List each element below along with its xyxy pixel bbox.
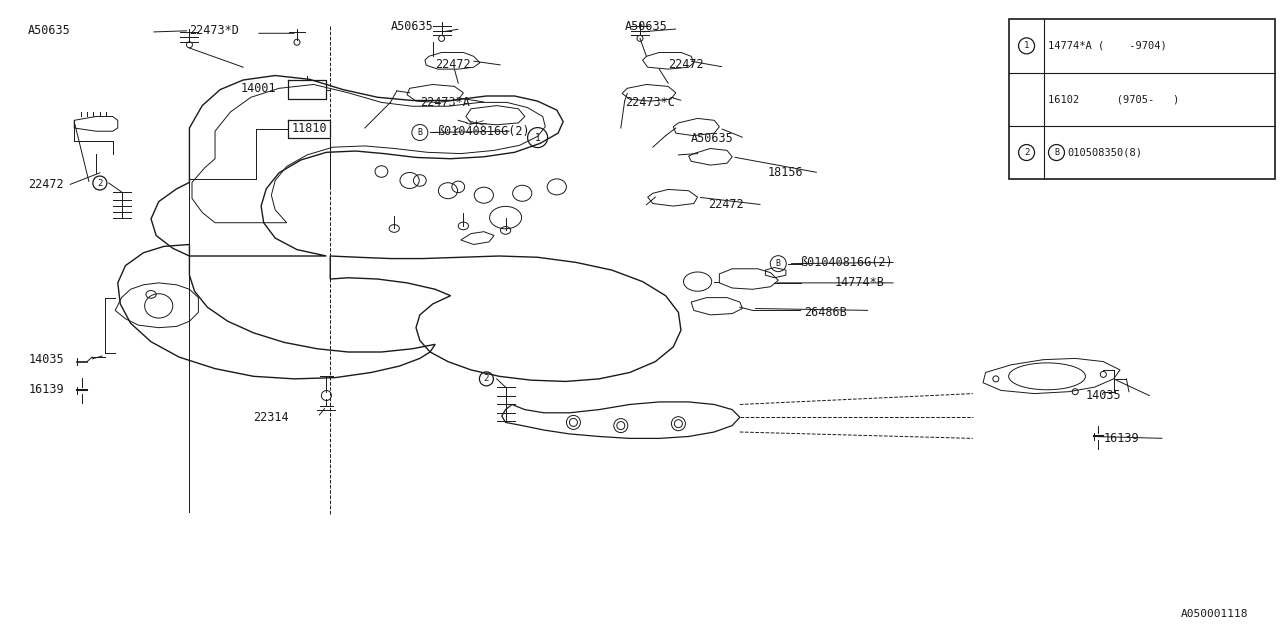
Text: 2: 2	[1024, 148, 1029, 157]
Text: 22472: 22472	[435, 58, 471, 70]
Text: B: B	[417, 128, 422, 137]
Text: 1: 1	[1024, 42, 1029, 51]
Circle shape	[187, 42, 192, 48]
Text: 16102      (9705-   ): 16102 (9705- )	[1048, 94, 1180, 104]
Text: A50635: A50635	[625, 20, 667, 33]
Text: ß01040816G(2): ß01040816G(2)	[438, 125, 530, 138]
Text: A050001118: A050001118	[1180, 609, 1248, 620]
Text: A50635: A50635	[28, 24, 70, 37]
Text: 14035: 14035	[1085, 389, 1121, 402]
Text: 14035: 14035	[28, 353, 64, 366]
Bar	[1009, 19, 1275, 179]
Text: 1: 1	[535, 132, 540, 143]
Circle shape	[294, 39, 300, 45]
Text: 2: 2	[484, 374, 489, 383]
Text: 16139: 16139	[1103, 432, 1139, 445]
Text: 22472: 22472	[708, 198, 744, 211]
Text: 2: 2	[97, 179, 102, 188]
Circle shape	[637, 35, 643, 42]
Text: A50635: A50635	[691, 132, 733, 145]
Text: 14001: 14001	[241, 82, 276, 95]
Text: B: B	[776, 259, 781, 268]
Text: A50635: A50635	[390, 20, 433, 33]
Text: 22473*D: 22473*D	[189, 24, 239, 37]
Text: 22472: 22472	[28, 178, 64, 191]
Text: 14774*B: 14774*B	[835, 276, 884, 289]
Text: 18156: 18156	[768, 166, 804, 179]
Circle shape	[439, 35, 444, 42]
Text: 14774*A (    -9704): 14774*A ( -9704)	[1048, 41, 1167, 51]
Text: 010508350(8): 010508350(8)	[1068, 148, 1143, 157]
Text: B: B	[1053, 148, 1059, 157]
Text: 22473*C: 22473*C	[625, 96, 675, 109]
Text: 16139: 16139	[28, 383, 64, 396]
Text: 11810: 11810	[292, 122, 328, 134]
Text: 26486B: 26486B	[804, 306, 846, 319]
Text: 22472: 22472	[668, 58, 704, 70]
Text: 22473*A: 22473*A	[420, 96, 470, 109]
Text: 22314: 22314	[253, 411, 289, 424]
Text: ß01040816G(2): ß01040816G(2)	[801, 256, 893, 269]
